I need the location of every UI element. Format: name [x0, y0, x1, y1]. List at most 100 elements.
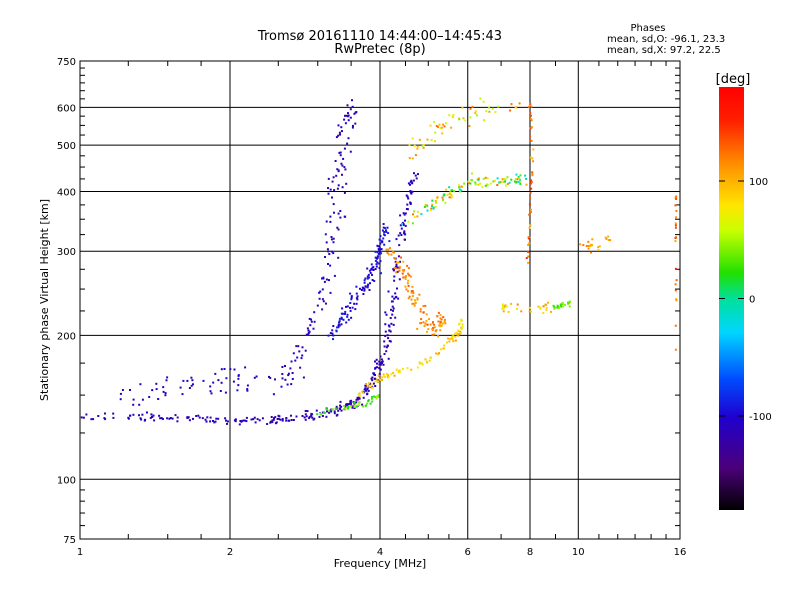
data-point: [370, 268, 373, 271]
data-point: [409, 190, 412, 192]
minor-ticks: [80, 61, 680, 539]
data-point: [365, 404, 368, 407]
data-point: [168, 417, 171, 420]
data-point: [272, 393, 275, 396]
data-point: [458, 333, 461, 336]
data-point: [376, 244, 379, 247]
data-point: [446, 341, 448, 344]
data-point: [381, 360, 384, 363]
data-point: [217, 379, 220, 382]
data-point: [395, 238, 398, 241]
data-point: [434, 200, 437, 202]
data-point: [450, 126, 453, 129]
data-point: [352, 124, 354, 127]
data-point: [331, 329, 334, 332]
data-point: [458, 186, 460, 189]
data-point: [485, 110, 488, 113]
data-point: [404, 233, 407, 236]
data-point: [430, 139, 433, 142]
data-point: [195, 415, 198, 417]
data-point: [190, 376, 193, 379]
data-point: [504, 305, 506, 308]
data-point: [325, 241, 328, 244]
data-point: [459, 330, 462, 333]
data-point: [597, 246, 600, 249]
data-point: [386, 375, 389, 378]
x-tick-label: 10: [572, 547, 585, 558]
data-point: [379, 235, 382, 238]
data-point: [356, 396, 359, 399]
data-point: [442, 347, 445, 350]
data-point: [557, 306, 560, 309]
data-point: [328, 411, 331, 414]
data-point: [329, 215, 332, 218]
data-point: [169, 417, 172, 419]
data-point: [383, 340, 386, 343]
data-point: [422, 146, 425, 149]
data-point: [209, 420, 212, 423]
data-point: [377, 245, 380, 248]
data-point: [132, 398, 135, 401]
data-point: [333, 211, 335, 214]
data-point: [294, 359, 297, 362]
data-point: [437, 320, 440, 323]
data-point: [587, 245, 590, 247]
data-point: [361, 390, 364, 393]
data-point: [190, 384, 193, 387]
data-point: [475, 114, 478, 117]
data-point: [151, 389, 154, 392]
colorbar-tick-label: -100: [749, 412, 772, 423]
data-point: [401, 272, 404, 275]
data-point: [209, 390, 212, 393]
data-point: [310, 320, 313, 323]
data-point: [226, 422, 228, 425]
data-point: [159, 417, 162, 420]
data-point: [308, 417, 311, 420]
y-tick-label: 600: [57, 103, 76, 114]
data-point: [394, 292, 397, 295]
data-point: [370, 397, 373, 400]
data-point: [320, 413, 323, 416]
data-point: [281, 377, 284, 380]
data-point: [402, 276, 405, 279]
data-point: [374, 396, 377, 398]
data-point: [397, 297, 400, 300]
data-point: [456, 333, 459, 335]
data-point: [339, 154, 342, 157]
stats-x-line: mean, sd,X: 97.2, 22.5: [607, 45, 721, 56]
data-point: [439, 314, 442, 317]
data-point: [334, 160, 337, 162]
data-point: [343, 191, 346, 194]
data-point: [412, 213, 414, 216]
data-point: [385, 313, 388, 316]
data-point: [341, 312, 344, 315]
data-point: [437, 335, 439, 338]
data-point: [220, 381, 223, 384]
data-point: [431, 199, 434, 202]
data-point: [395, 261, 398, 264]
data-point: [502, 180, 505, 183]
data-point: [375, 265, 378, 268]
data-point: [310, 414, 313, 417]
data-point: [357, 393, 360, 396]
data-point: [332, 338, 334, 341]
data-point: [411, 295, 414, 297]
data-point: [409, 183, 411, 186]
data-point: [504, 180, 506, 183]
data-point: [424, 323, 427, 326]
data-point: [458, 118, 461, 121]
data-point: [202, 379, 205, 382]
data-point: [528, 226, 531, 229]
data-point: [327, 187, 329, 190]
data-point: [284, 378, 287, 381]
data-point: [161, 418, 164, 420]
data-point: [393, 275, 396, 278]
data-point: [286, 383, 289, 386]
data-point: [186, 379, 189, 382]
data-point: [501, 178, 504, 181]
data-point: [345, 305, 347, 308]
data-point: [295, 415, 298, 418]
data-point: [384, 311, 387, 314]
data-point: [233, 368, 236, 371]
